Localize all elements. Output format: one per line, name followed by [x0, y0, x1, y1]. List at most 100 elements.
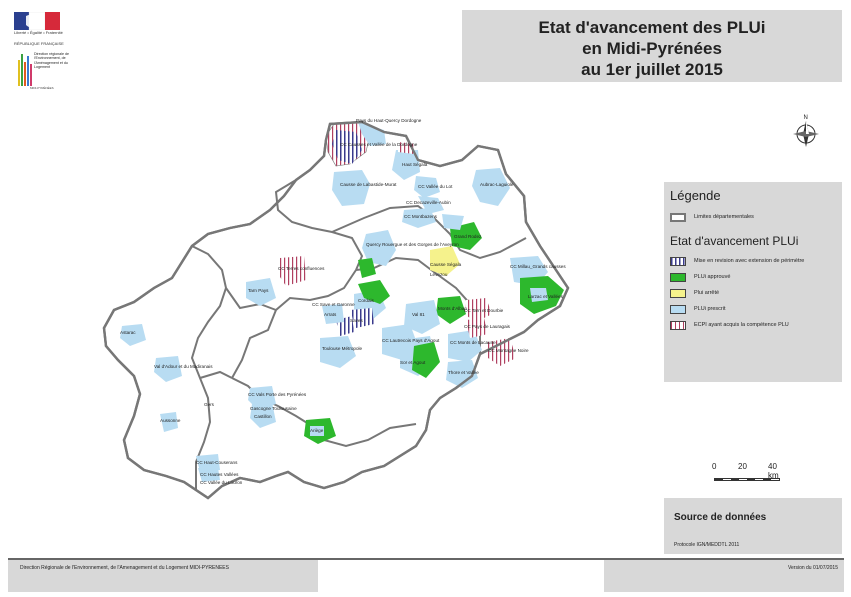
footer-organisation: Direction Régionale de l'Environnement, …	[20, 565, 229, 571]
north-arrow-icon: N	[793, 115, 819, 147]
scale-bar-graphic	[714, 478, 780, 481]
area-ariege-blue	[310, 426, 324, 436]
legend-heading: Légende	[670, 188, 721, 203]
area-quercy-green	[358, 258, 376, 278]
svg-text:N: N	[804, 115, 808, 121]
legend-row-approved: PLUi approuvé	[670, 272, 730, 282]
area-arrats	[322, 304, 344, 324]
region-map: Pays du Haut-Quercy Dordogne CC Causses …	[102, 118, 570, 500]
label-millau: CC Millau_Grands causses	[510, 264, 566, 269]
title-panel: Etat d'avancement des PLUi en Midi-Pyrén…	[462, 10, 842, 82]
area-haut-quercy	[358, 122, 386, 146]
area-levezou	[430, 246, 460, 276]
area-labastide-murat	[332, 170, 370, 206]
label-decazeville: CC Decazeville-Aubin	[406, 200, 451, 205]
label-arrats: Arrats	[324, 312, 337, 317]
label-haut-quercy: Pays du Haut-Quercy Dordogne	[356, 118, 422, 123]
label-saves: Saves	[350, 318, 363, 323]
area-causses-vallee	[332, 130, 362, 164]
area-larzac-blue	[530, 288, 548, 302]
area-tarn-dourbie	[464, 298, 492, 322]
label-montagne-noire: CC Montagne Noire	[488, 348, 529, 353]
area-quercy-rouergue	[362, 230, 396, 266]
label-haut-segala: Haut Ségala	[402, 162, 428, 167]
revision-label: Mise en revision avec extension de périm…	[694, 258, 805, 264]
area-grand-rodez-blue	[442, 214, 464, 230]
legend-row-ecpi: ECPI ayant acquis la compétence PLU	[670, 320, 789, 330]
region-border	[102, 120, 570, 500]
label-save-garonne: CC Save et Garonne	[312, 302, 355, 307]
legend-row-revision: Mise en revision avec extension de périm…	[670, 256, 804, 266]
legend-row-arrested: Plui arrêté	[670, 288, 719, 298]
area-terres-confluences	[278, 256, 306, 286]
limits-label: Limites départementales	[694, 214, 754, 220]
label-vallee-lot: CC Vallée du Lot	[418, 184, 453, 189]
label-ariege: Ariège	[310, 428, 324, 433]
area-toulouse	[320, 336, 356, 368]
marianne-flag-icon	[14, 12, 60, 30]
area-saves	[350, 308, 374, 328]
label-monts-lacaune: CC Monts de Lacaune	[450, 340, 496, 345]
label-aubrac: Aubrac-Laguiole	[480, 182, 514, 187]
scale-tick-20: 20	[738, 462, 747, 471]
area-monts-alban	[436, 296, 466, 324]
legend-panel: Légende Limites départementales Etat d'a…	[664, 182, 842, 382]
label-levezou: Lévezou	[430, 272, 448, 277]
label-monts-alban: Monts d'Alban	[438, 306, 467, 311]
prescribed-swatch	[670, 304, 686, 314]
approved-swatch	[670, 272, 686, 282]
label-quercy-rouergue: Quercy Rouergue et des Gorges de l'Aveyr…	[366, 242, 459, 247]
area-aubrac	[472, 168, 510, 206]
ecpi-label: ECPI ayant acquis la compétence PLU	[694, 322, 789, 328]
label-val-adour: Val d'Adour et du Madiranais	[154, 364, 213, 369]
footer-divider	[8, 558, 844, 560]
source-text: Protocole IGN/MEDDTL 2011	[674, 542, 740, 548]
area-aussonne	[160, 412, 178, 432]
label-gascogne: Gascogne Toulousaine	[250, 406, 297, 411]
legend-limits-row: Limites départementales	[670, 212, 754, 222]
source-heading: Source de données	[674, 512, 767, 523]
label-aussonne: Aussonne	[160, 418, 181, 423]
arrested-label: Plui arrêté	[694, 290, 720, 296]
label-terres-confluences: CC Terres confluences	[278, 266, 325, 271]
label-val81: Val 81	[412, 312, 425, 317]
map-labels: Pays du Haut-Quercy Dordogne CC Causses …	[120, 118, 566, 485]
republique-label: RÉPUBLIQUE FRANÇAISE	[14, 41, 64, 46]
area-haut-couserans	[196, 454, 220, 472]
dreal-name: Direction régionale de l'Environnement, …	[34, 52, 69, 69]
limits-swatch	[670, 212, 686, 222]
label-causse-segala: Causse Ségala	[430, 262, 462, 267]
revision-swatch	[670, 256, 686, 266]
label-larzac: Larzac et Vallées	[528, 294, 564, 299]
label-vallee-louron: CC Vallée du Louron	[200, 480, 243, 485]
marianne-motto: Liberté • Égalité • Fraternité	[14, 30, 63, 35]
area-sor-green	[412, 342, 440, 378]
label-labastide-murat: Causse de Labastide-Murat	[340, 182, 397, 187]
area-lauragais	[466, 318, 488, 338]
title-line-2: en Midi-Pyrénées	[582, 39, 722, 58]
label-haut-couserans: CC Haut-Couserans	[196, 460, 238, 465]
area-gascogne	[246, 278, 276, 306]
area-val-adour	[154, 356, 182, 382]
dreal-bars-icon	[18, 54, 32, 86]
label-vals-pyrenees: CC Vals Porte des Pyrénées	[248, 392, 307, 397]
label-grand-rodez: Grand Rodez	[454, 234, 482, 239]
footer-version: Version du 01/07/2015	[787, 565, 838, 571]
area-cordais-green	[358, 280, 390, 304]
arrested-swatch	[670, 288, 686, 298]
source-panel: Source de données Protocole IGN/MEDDTL 2…	[664, 498, 842, 554]
label-montbazens: CC Montbazens	[404, 214, 438, 219]
label-astarac: Astarac	[120, 330, 136, 335]
label-hautes-vallees: CC Hautes Vallées	[200, 472, 239, 477]
footer-left: Direction Régionale de l'Environnement, …	[8, 560, 318, 592]
label-gers: Gers	[204, 402, 215, 407]
area-castillon	[250, 402, 276, 428]
footer-right: Version du 01/07/2015	[604, 560, 844, 592]
area-thore	[446, 360, 478, 388]
prefecture-logo: Liberté • Égalité • Fraternité RÉPUBLIQU…	[8, 8, 70, 90]
label-causses-dordogne: CC Causses et Vallée de la Dordogne	[340, 142, 418, 147]
title-line-1: Etat d'avancement des PLUi	[538, 18, 766, 37]
label-sor-agout: Sor et Agout	[400, 360, 426, 365]
label-tarn-dourbie: CC Tarn et Dourbie	[464, 308, 504, 313]
status-heading: Etat d'avancement PLUi	[670, 234, 799, 248]
